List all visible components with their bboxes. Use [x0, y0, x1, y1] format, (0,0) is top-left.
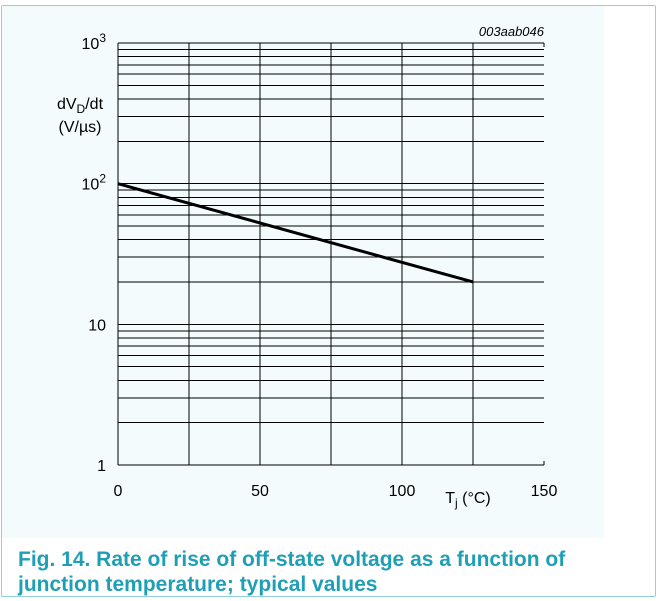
- x-tick-label: 50: [251, 483, 269, 500]
- x-tick-label: 0: [114, 483, 123, 500]
- x-tick-label: 100: [389, 483, 416, 500]
- y-tick-label: 10: [88, 317, 106, 334]
- chart: 0 50 100 150 1 10 102 103 dVD/dt (V/µs) Tj (°C) 003…: [57, 24, 558, 510]
- series-line: [117, 182, 474, 284]
- y-axis-unit-label: (V/µs): [59, 119, 102, 136]
- figure-frame: 0 50 100 150 1 10 102 103 dVD/dt (V/µs) Tj (°C) 003…: [1, 5, 656, 597]
- plot-background: [2, 6, 604, 538]
- y-tick-label: 103: [82, 31, 107, 53]
- grid-lines: [117, 42, 545, 466]
- y-tick-label: 102: [82, 172, 107, 194]
- x-tick-label: 150: [531, 483, 558, 500]
- y-axis-label: dVD/dt: [57, 96, 104, 116]
- y-tick-label: 1: [97, 458, 106, 475]
- figure-caption: Fig. 14. Rate of rise of off-state volta…: [18, 548, 566, 596]
- x-axis-label: Tj (°C): [445, 490, 491, 510]
- figure-id-label: 003aab046: [479, 24, 545, 39]
